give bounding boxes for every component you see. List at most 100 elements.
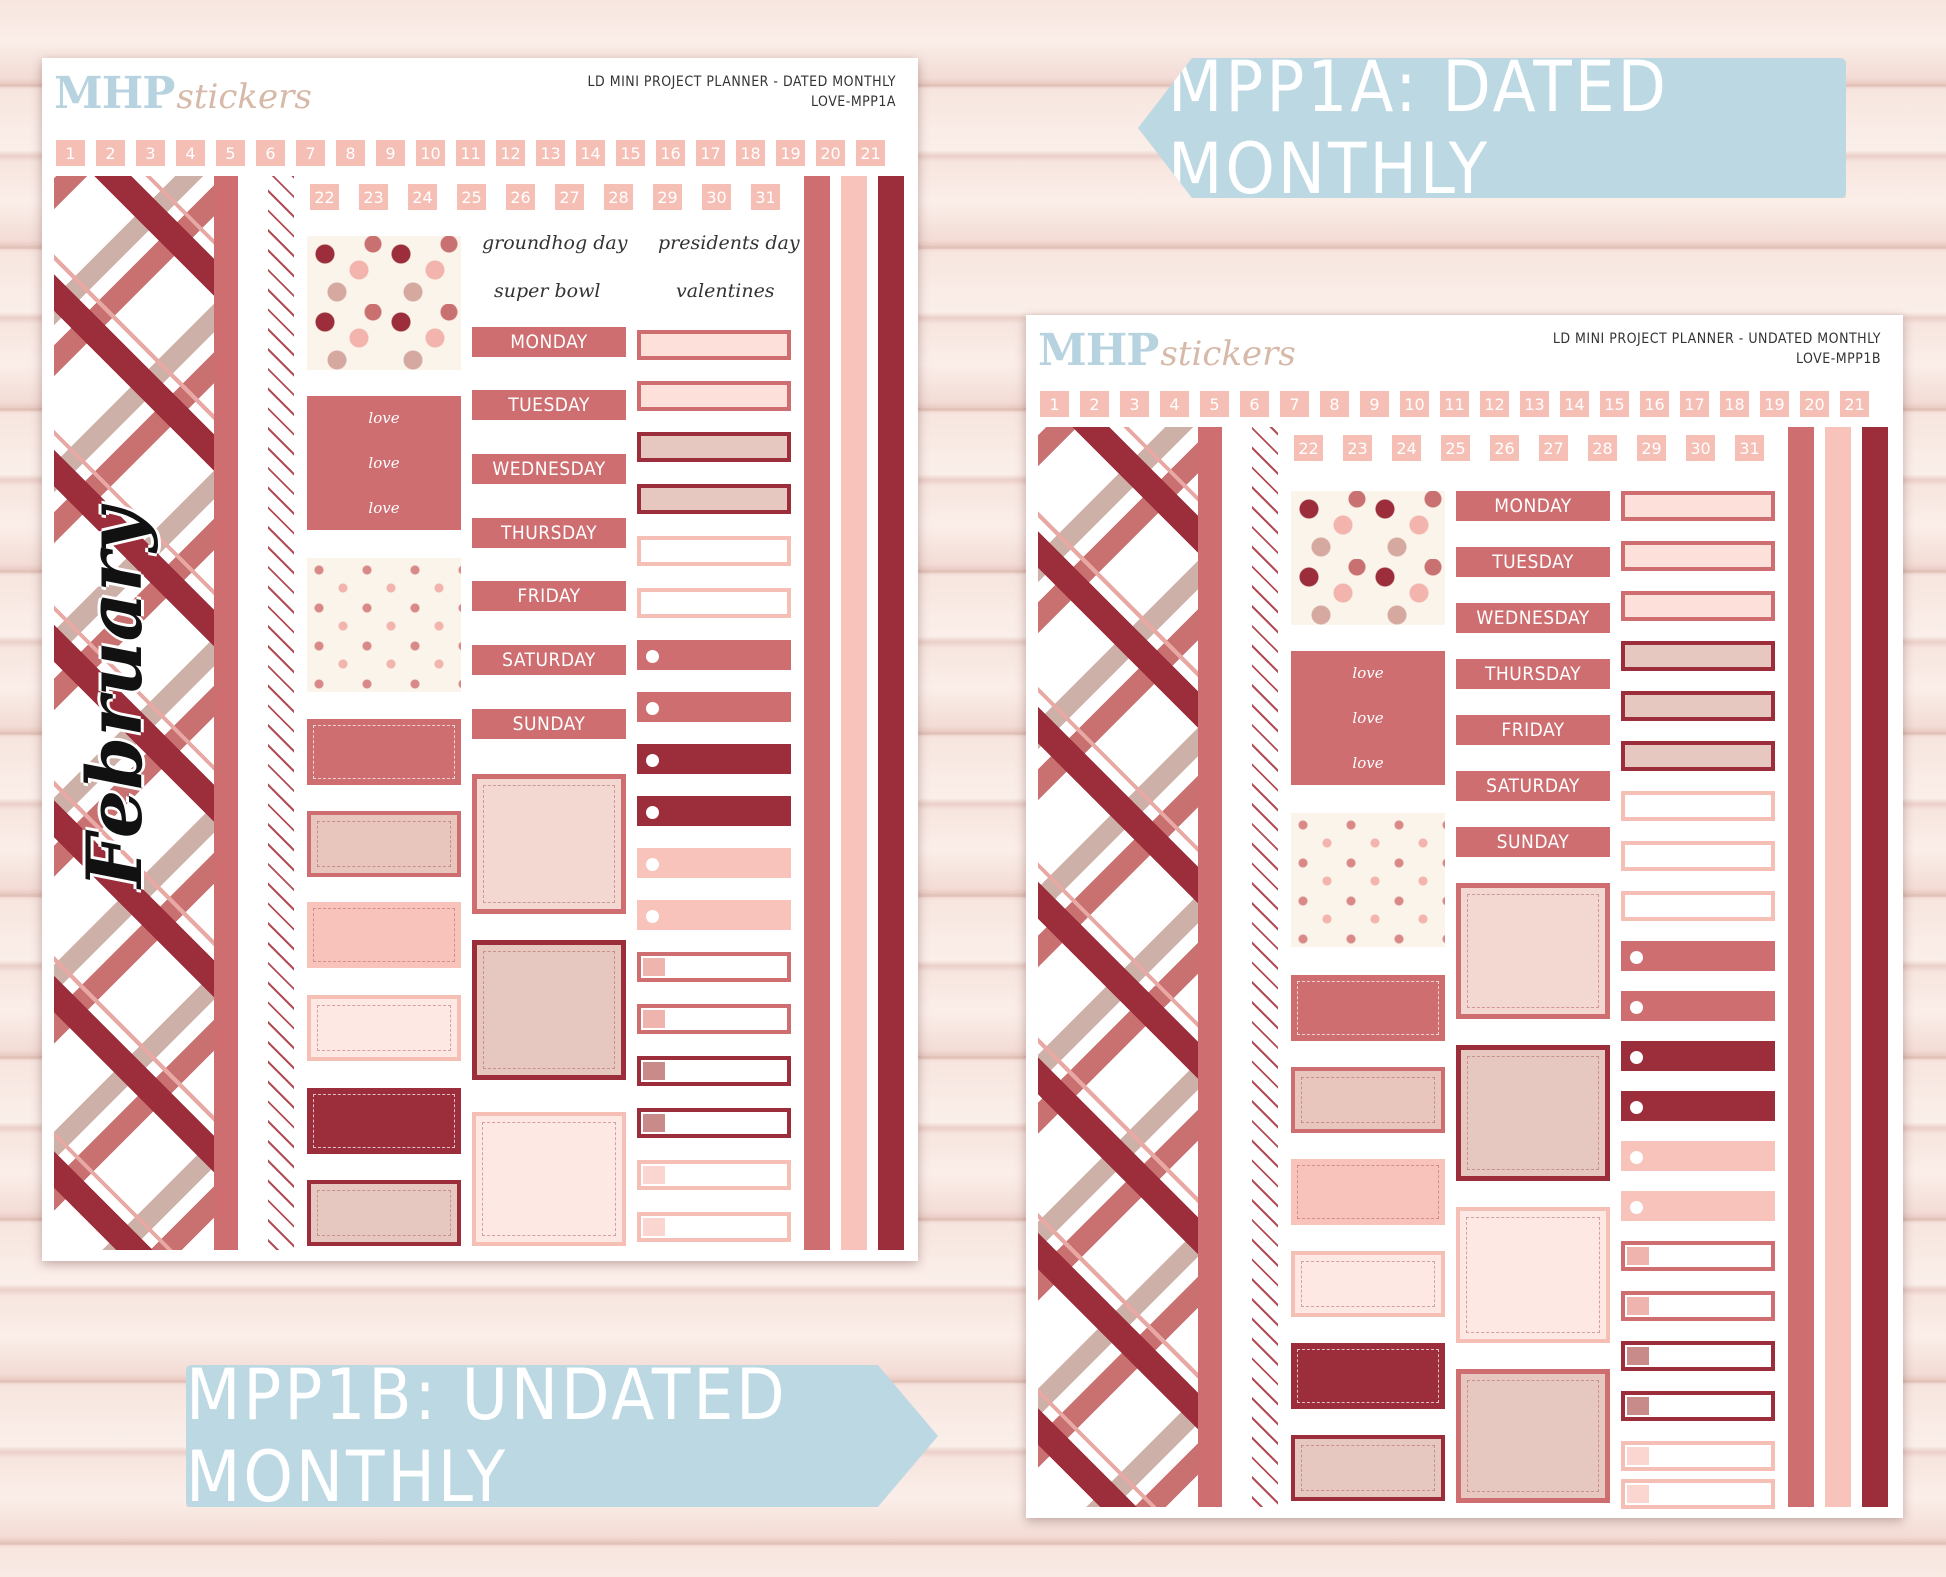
plaid-sticker (1038, 427, 1208, 1507)
tracker-bar (637, 381, 791, 411)
square-box (1456, 883, 1610, 1019)
day-label: TUESDAY (1456, 547, 1610, 577)
day-label: SUNDAY (1456, 827, 1610, 857)
wood-seam (0, 408, 1946, 411)
date-number: 24 (408, 184, 437, 210)
date-number: 30 (702, 184, 731, 210)
date-row-1: 1 2 3 4 5 6 7 8 9 10 11 12 13 14 15 16 17 18 19 20 21 (1040, 391, 1869, 417)
holiday-label: presidents day (658, 232, 800, 254)
dots-pattern-box (1291, 491, 1445, 625)
vertical-strip (1862, 427, 1888, 1507)
date-number: 20 (1800, 391, 1829, 417)
wood-seam (0, 84, 1946, 87)
date-number: 12 (1480, 391, 1509, 417)
date-number: 27 (555, 184, 584, 210)
date-number: 6 (1240, 391, 1269, 417)
sheet-code: LOVE-MPP1A (811, 94, 896, 110)
sheet-title: LD MINI PROJECT PLANNER - UNDATED MONTHL… (1552, 331, 1881, 347)
wood-seam (0, 732, 1946, 735)
date-number: 29 (653, 184, 682, 210)
wood-seam (0, 894, 1946, 897)
day-label: MONDAY (472, 327, 626, 357)
date-number: 31 (1735, 435, 1764, 461)
date-number: 22 (1294, 435, 1323, 461)
date-number: 13 (536, 140, 565, 166)
square-box (1456, 1207, 1610, 1343)
tracker-bar (1621, 491, 1775, 521)
dot-tab (1621, 941, 1775, 971)
square-box (472, 1112, 626, 1246)
day-label: FRIDAY (472, 581, 626, 611)
day-label: TUESDAY (472, 390, 626, 420)
date-number: 26 (506, 184, 535, 210)
love-pattern-box: love love love (1291, 651, 1445, 785)
dot-tab (637, 640, 791, 670)
vertical-strip (1825, 427, 1851, 1507)
tracker-bar (1621, 891, 1775, 921)
date-number: 17 (696, 140, 725, 166)
label-box (307, 902, 461, 968)
date-number: 25 (457, 184, 486, 210)
day-label: THURSDAY (1456, 659, 1610, 689)
date-number: 28 (1588, 435, 1617, 461)
sheet-code: LOVE-MPP1B (1795, 351, 1881, 367)
dot-tab (637, 900, 791, 930)
checkbox-bar (637, 1160, 791, 1190)
date-row-1: 1 2 3 4 5 6 7 8 9 10 11 12 13 14 15 16 17 18 19 20 21 (56, 140, 885, 166)
date-number: 17 (1680, 391, 1709, 417)
tracker-bar (637, 536, 791, 566)
hearts-pattern-box (1291, 813, 1445, 947)
tracker-bar (637, 588, 791, 618)
square-box (472, 774, 626, 914)
tracker-bar (1621, 741, 1775, 771)
label-box (1291, 1343, 1445, 1409)
date-number: 10 (1400, 391, 1429, 417)
checkbox-bar (1621, 1341, 1775, 1371)
wood-seam (0, 1542, 1946, 1545)
checkbox-bar (637, 952, 791, 982)
tracker-bar (1621, 591, 1775, 621)
brand-logo: MHPstickers (54, 68, 312, 119)
dot-tab (1621, 1091, 1775, 1121)
date-number: 27 (1539, 435, 1568, 461)
date-number: 5 (216, 140, 245, 166)
dot-tab (1621, 991, 1775, 1021)
label-box (1291, 1159, 1445, 1225)
date-number: 23 (1343, 435, 1372, 461)
date-number: 28 (604, 184, 633, 210)
date-number: 25 (1441, 435, 1470, 461)
date-number: 20 (816, 140, 845, 166)
dot-tab (637, 848, 791, 878)
day-label: SATURDAY (1456, 771, 1610, 801)
date-number: 18 (736, 140, 765, 166)
washi-strip (1252, 427, 1278, 1507)
wood-seam (0, 246, 1946, 249)
checkbox-bar (1621, 1291, 1775, 1321)
date-number: 15 (1600, 391, 1629, 417)
label-box (1291, 1435, 1445, 1501)
date-number: 16 (656, 140, 685, 166)
checkbox-bar (637, 1004, 791, 1034)
label-box (1291, 975, 1445, 1041)
day-label: SUNDAY (472, 709, 626, 739)
holiday-label: valentines (676, 280, 775, 302)
day-label: WEDNESDAY (472, 454, 626, 484)
tracker-bar (1621, 541, 1775, 571)
checkbox-bar (637, 1212, 791, 1242)
vertical-strip (841, 176, 867, 1250)
dot-tab (637, 744, 791, 774)
date-row-2: 22 23 24 25 26 27 28 29 30 31 (310, 184, 780, 210)
date-number: 9 (376, 140, 405, 166)
date-number: 8 (1320, 391, 1349, 417)
date-number: 19 (1760, 391, 1789, 417)
date-number: 3 (1120, 391, 1149, 417)
rose-strip (1198, 427, 1222, 1507)
day-label: THURSDAY (472, 518, 626, 548)
date-number: 24 (1392, 435, 1421, 461)
banner-undated-monthly: MPP1B: UNDATED MONTHLY (186, 1365, 938, 1507)
checkbox-bar (1621, 1441, 1775, 1471)
date-number: 31 (751, 184, 780, 210)
checkbox-bar (637, 1056, 791, 1086)
washi-strip (268, 176, 294, 1250)
date-number: 4 (176, 140, 205, 166)
